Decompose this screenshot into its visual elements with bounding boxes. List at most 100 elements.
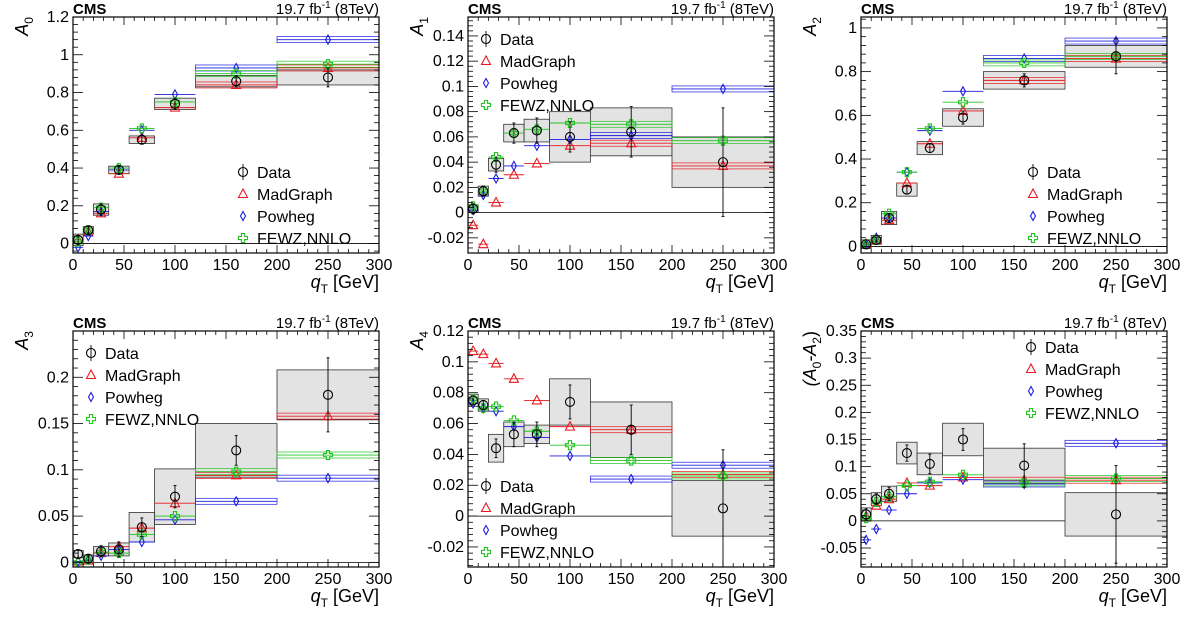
legend-marker: [480, 480, 492, 492]
x-axis-symbol: q: [1099, 272, 1109, 292]
y-tick-label: 0.12: [433, 323, 464, 340]
data-point: [322, 389, 334, 400]
legend-label: Data: [1047, 165, 1081, 182]
y-tick-label: 1.2: [47, 9, 69, 26]
prediction-marker: [926, 124, 933, 137]
x-tick-label: 150: [1001, 257, 1028, 274]
energy-label: (8TeV): [726, 315, 774, 332]
legend: Data MadGraph Powheg FEWZ,NNLO: [480, 31, 594, 115]
y-tick-label: 0.04: [433, 446, 464, 463]
legend-label: Powheg: [500, 523, 558, 540]
y-axis-symbol-2: -A: [800, 344, 820, 362]
prediction-marker: [136, 529, 147, 540]
y-tick-label: 0.2: [835, 404, 857, 421]
legend-label: Data: [500, 32, 534, 49]
x-tick-label: 250: [1103, 571, 1130, 588]
legend-marker: [239, 210, 247, 222]
experiment-label: CMS: [861, 315, 894, 332]
chart-panel-5: 0 50 100 150 200 250 300 -0.02 0 0.02 0.04 0.06 0.08…: [407, 314, 787, 610]
data-point: [83, 553, 94, 564]
x-tick-label: 300: [761, 257, 788, 274]
legend-marker: [1025, 341, 1037, 353]
legend-marker: [1027, 166, 1039, 178]
prediction-marker: [169, 101, 181, 112]
data-point: [1110, 51, 1122, 62]
series-data: [468, 106, 729, 217]
prediction-marker: [508, 168, 520, 179]
x-tick-label: 0: [857, 257, 866, 274]
prediction-marker: [717, 470, 729, 482]
y-axis-close: ): [800, 331, 820, 337]
x-axis-symbol: q: [1099, 586, 1109, 606]
y-tick-label: 0.08: [433, 104, 464, 121]
prediction-marker: [531, 157, 543, 168]
x-axis-subscript: T: [716, 596, 724, 610]
x-tick-label: 150: [608, 257, 635, 274]
data-point: [924, 458, 935, 469]
y-tick-label: 0: [455, 508, 464, 525]
prediction-marker: [862, 534, 870, 546]
y-tick-label: 0.1: [442, 78, 464, 95]
y-axis-title: A2: [800, 17, 824, 37]
x-axis-subscript: T: [321, 596, 329, 610]
y-axis-symbol: A: [800, 24, 820, 37]
prediction-marker: [533, 140, 540, 152]
prediction-marker: [873, 523, 880, 535]
energy-label: (8TeV): [331, 1, 379, 18]
y-tick-label: -0.02: [428, 539, 465, 556]
prediction-marker: [113, 162, 124, 174]
x-tick-label: 0: [69, 571, 78, 588]
legend-marker: [1027, 187, 1039, 199]
x-axis-symbol: q: [706, 272, 716, 292]
x-tick-label: 300: [1154, 257, 1181, 274]
y-tick-label: 0.04: [433, 154, 464, 171]
data-point: [1019, 75, 1030, 86]
prediction-marker: [322, 59, 334, 70]
y-tick-label: 0: [848, 238, 857, 255]
lumi-label: 19.7 fb-1 (8TeV): [276, 314, 379, 332]
y-tick-label: 1: [848, 20, 857, 37]
x-tick-label: 100: [557, 571, 584, 588]
x-tick-label: 300: [761, 571, 788, 588]
data-point: [626, 126, 637, 137]
lumi-value: 19.7 fb: [671, 1, 717, 18]
y-tick-label: 0.05: [38, 508, 69, 525]
prediction-marker: [508, 415, 519, 426]
y-tick-label: 0.02: [433, 477, 464, 494]
legend-marker: [237, 166, 249, 178]
data-point: [871, 494, 882, 505]
y-tick-label: 0.3: [835, 350, 857, 367]
series-powheg: [861, 35, 1168, 250]
x-tick-label: 150: [608, 571, 635, 588]
prediction-marker: [491, 401, 502, 412]
x-axis-unit: [GeV]: [1116, 586, 1167, 606]
x-tick-label: 0: [69, 257, 78, 274]
data-point: [531, 429, 542, 440]
y-tick-label: 0.12: [433, 53, 464, 70]
legend-label: FEWZ,NNLO: [105, 412, 199, 429]
y-tick-label: 1: [60, 47, 69, 64]
y-tick-label: 0.8: [47, 85, 69, 102]
data-point: [96, 546, 107, 557]
prediction-marker: [136, 123, 147, 134]
series-fewz-nnlo: [73, 59, 380, 247]
x-axis-subscript: T: [1109, 282, 1117, 296]
prediction-marker: [322, 449, 334, 461]
y-tick-label: 0.14: [433, 28, 464, 45]
legend: Data MadGraph Powheg FEWZ,NNLO: [237, 164, 351, 248]
legend-marker: [482, 524, 490, 536]
energy-label: (8TeV): [1119, 315, 1167, 332]
x-axis-subscript: T: [321, 282, 329, 296]
legend-marker: [1029, 210, 1037, 222]
lumi-value: 19.7 fb: [276, 315, 322, 332]
x-tick-label: 50: [903, 257, 921, 274]
prediction-marker: [884, 208, 895, 219]
x-axis-title: qT [GeV]: [311, 272, 379, 296]
legend-label: Powheg: [1045, 384, 1103, 401]
y-tick-label: 0: [455, 205, 464, 222]
data-point: [1110, 509, 1122, 520]
prediction-marker: [564, 440, 576, 451]
legend-label: MadGraph: [500, 501, 576, 518]
series-data: [861, 428, 1122, 564]
data-point: [96, 204, 107, 215]
